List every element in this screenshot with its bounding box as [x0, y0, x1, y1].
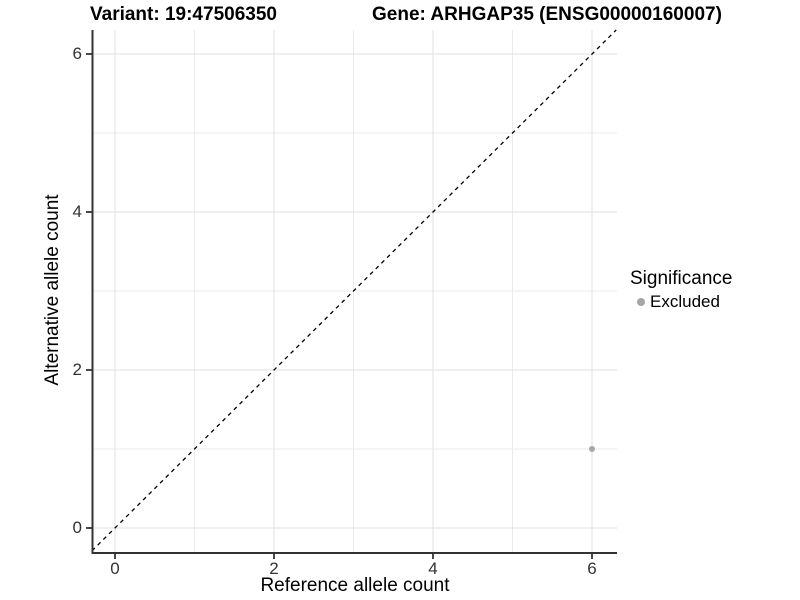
legend-title: Significance [630, 268, 733, 289]
grid-major-lines [92, 30, 617, 553]
legend-item-excluded: Excluded [630, 292, 732, 312]
y-axis-title: Alternative allele count [42, 194, 63, 386]
gene-title: Gene: ARHGAP35 (ENSG00000160007) [372, 4, 722, 25]
y-tick-label-0: 0 [72, 518, 82, 537]
legend-item-label: Excluded [650, 292, 720, 311]
y-tick-label-4: 4 [72, 202, 82, 221]
data-point-excluded [589, 446, 595, 452]
identity-line [91, 29, 617, 552]
legend: Significance Excluded [630, 268, 732, 312]
x-tick-label-4: 4 [428, 559, 438, 578]
excluded-marker-icon [637, 298, 645, 306]
y-tick-label-2: 2 [72, 360, 82, 379]
x-tick-label-6: 6 [587, 559, 597, 578]
grid-minor-lines [92, 30, 617, 553]
axis-lines [91, 30, 617, 554]
x-axis-title: Reference allele count [260, 575, 450, 596]
variant-title: Variant: 19:47506350 [90, 4, 277, 25]
x-tick-label-0: 0 [110, 559, 120, 578]
x-tick-label-2: 2 [269, 559, 279, 578]
y-tick-label-6: 6 [72, 44, 82, 63]
axis-tick-marks [86, 53, 593, 559]
